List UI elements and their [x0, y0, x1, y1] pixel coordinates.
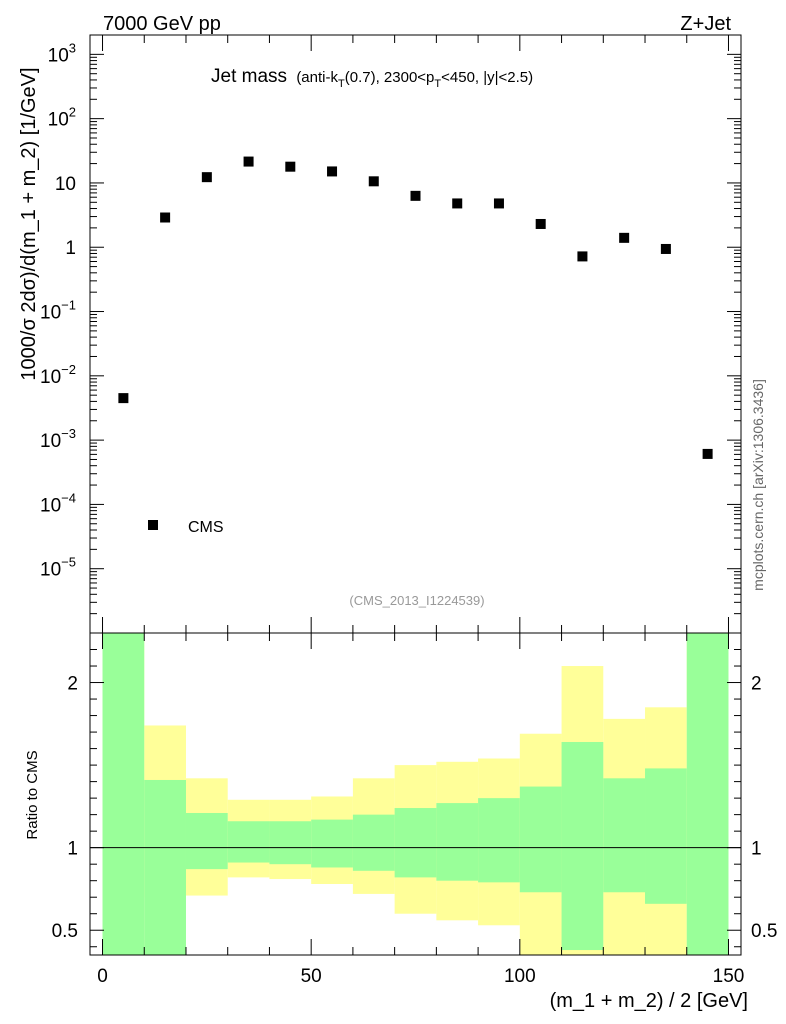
- ratio-bands: [102, 633, 729, 955]
- data-point: [368, 176, 379, 187]
- x-tick-label: 100: [504, 966, 536, 987]
- x-axis-label: (m_1 + m_2) / 2 [GeV]: [550, 990, 748, 1012]
- plot-title-detail-3: <450, |y|<2.5): [441, 69, 533, 86]
- ratio-band-stat: [352, 814, 395, 871]
- header-right: Z+Jet: [680, 13, 731, 35]
- x-tick-label: 150: [713, 966, 745, 987]
- ratio-band-stat: [394, 808, 437, 878]
- ratio-y-tick-label-right: 0.5: [751, 921, 777, 942]
- x-tick-label: 50: [301, 966, 322, 987]
- data-point: [577, 251, 588, 262]
- legend-label-cms: CMS: [188, 519, 224, 536]
- ratio-y-tick-label-right: 2: [751, 674, 762, 695]
- data-point: [452, 198, 463, 209]
- main-y-tick-label: 10−3: [40, 426, 76, 452]
- data-point: [285, 161, 296, 172]
- ratio-band-stat: [478, 798, 520, 883]
- ratio-band-stat: [603, 778, 646, 893]
- data-point: [535, 218, 546, 229]
- ratio-frame: [89, 632, 742, 956]
- ratio-y-tick-label: 1: [67, 839, 78, 860]
- data-point: [118, 393, 129, 404]
- x-tick-label: 0: [97, 966, 108, 987]
- legend-marker-cms: [148, 520, 158, 530]
- ratio-y-tick-label: 0.5: [52, 921, 78, 942]
- data-point: [619, 232, 630, 243]
- main-y-tick-label: 1: [65, 238, 76, 259]
- plot-title-sub-1: T: [338, 78, 345, 90]
- main-y-tick-label: 10: [55, 174, 76, 195]
- ratio-x-axis: 0 50 100 150: [97, 633, 744, 987]
- main-frame: [89, 34, 742, 634]
- main-y-tick-label: 10−5: [40, 555, 76, 581]
- ratio-band-stat: [102, 633, 145, 955]
- data-point: [702, 448, 713, 459]
- side-label: mcplots.cern.ch [arXiv:1306.3436]: [750, 379, 766, 591]
- main-y-label: 1000/σ 2dσ)/d(m_1 + m_2) [1/GeV]: [18, 67, 40, 380]
- main-y-tick-label: 102: [48, 105, 76, 131]
- main-y-tick-label: 10−1: [40, 298, 76, 324]
- ratio-panel: 0.5 0.5 1 1 2 2 0 50 100 150 Ratio to CMS (m_1 +…: [24, 632, 777, 1012]
- header-left: 7000 GeV pp: [103, 13, 221, 35]
- data-point: [660, 243, 671, 254]
- analysis-id: (CMS_2013_I1224539): [349, 593, 484, 608]
- data-point: [243, 156, 254, 167]
- ratio-band-stat: [519, 786, 562, 893]
- data-point: [201, 172, 212, 183]
- ratio-band-stat: [185, 812, 228, 870]
- cms-data-points: [118, 156, 713, 459]
- plot-title-main: Jet mass: [211, 66, 287, 87]
- data-point: [160, 212, 171, 223]
- ratio-y-tick-label-right: 1: [751, 839, 762, 860]
- ratio-band-stat: [269, 821, 312, 865]
- ratio-band-stat: [561, 741, 604, 951]
- plot-title-sub-2: T: [434, 78, 441, 90]
- plot-title-detail-2: (0.7), 2300<p: [345, 69, 435, 86]
- main-y-tick-label: 10−4: [40, 490, 76, 516]
- ratio-band-stat: [227, 821, 270, 863]
- data-point: [327, 166, 338, 177]
- main-y-tick-label: 103: [48, 40, 76, 66]
- ratio-band-stat: [144, 779, 186, 955]
- plot-title-detail-1: (anti-k: [296, 69, 338, 86]
- ratio-y-tick-label: 2: [67, 674, 78, 695]
- ratio-band-stat: [436, 803, 479, 881]
- main-x-ticks: [102, 35, 729, 633]
- plot-title: Jet mass (anti-kT(0.7), 2300<pT<450, |y|…: [211, 66, 533, 90]
- ratio-band-stat: [686, 633, 729, 955]
- main-y-tick-label: 10−2: [40, 362, 76, 388]
- data-point: [410, 190, 421, 201]
- data-point: [493, 198, 504, 209]
- ratio-band-stat: [645, 768, 687, 904]
- ratio-y-label: Ratio to CMS: [24, 750, 41, 839]
- ratio-y-axis: 0.5 0.5 1 1 2 2: [52, 649, 777, 948]
- ratio-band-stat: [311, 819, 353, 868]
